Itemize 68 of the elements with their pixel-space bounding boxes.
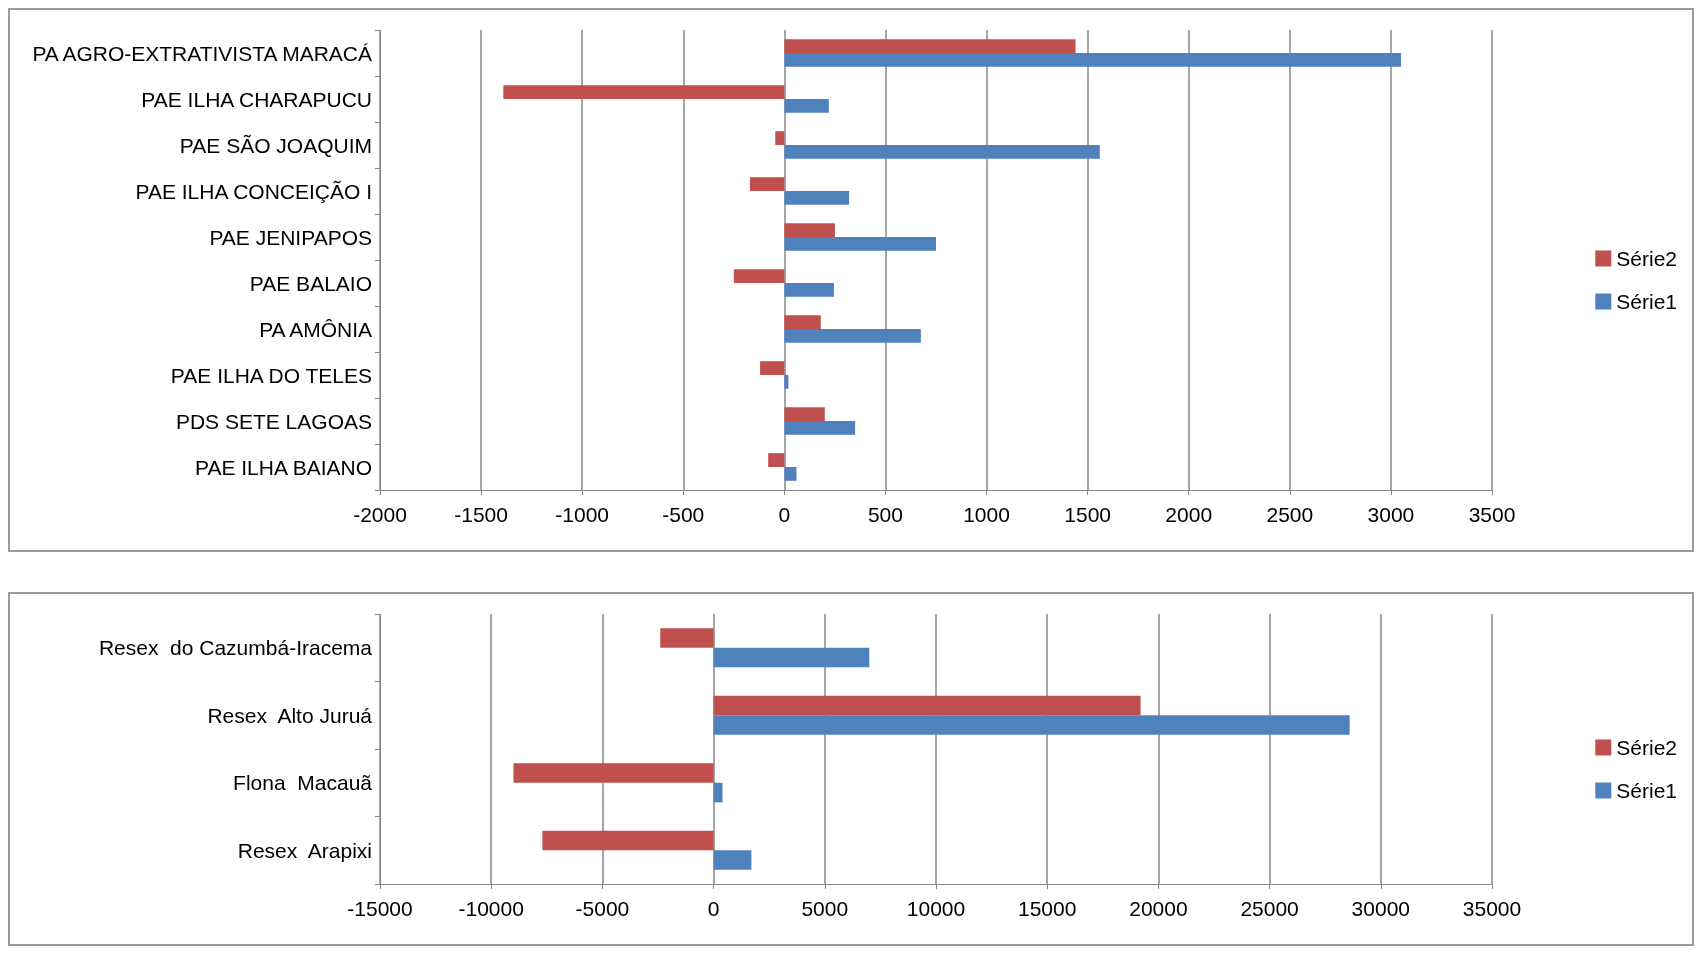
x-tick-label: -10000 — [458, 897, 524, 920]
y-tick-label: PAE BALAIO — [249, 271, 372, 295]
x-tick-label: 3500 — [1468, 503, 1516, 526]
legend-label: Série2 — [1616, 247, 1677, 270]
x-tick-label: 0 — [707, 897, 720, 920]
y-tick-label: PAE ILHA CONCEIÇÃO I — [135, 179, 372, 203]
bar — [784, 467, 797, 481]
bar — [784, 191, 850, 205]
y-tick-label: PDS SETE LAGOAS — [175, 409, 372, 433]
bar — [768, 453, 785, 467]
legend-label: Série2 — [1616, 736, 1677, 759]
y-tick-label: Resex do Cazumbá-Iracema — [98, 636, 373, 660]
bar — [784, 407, 825, 421]
y-tick-label: Resex Arapixi — [237, 838, 372, 862]
y-tick-label: PAE SÃO JOAQUIM — [179, 133, 372, 157]
y-tick-label: PAE ILHA BAIANO — [194, 455, 372, 479]
bar — [784, 39, 1076, 53]
bar — [503, 85, 785, 99]
y-tick-label: Resex Alto Juruá — [207, 703, 373, 727]
x-tick-label: 15000 — [1018, 897, 1077, 920]
x-tick-label: 1000 — [963, 503, 1010, 526]
x-tick-label: 2000 — [1165, 503, 1213, 526]
bar — [784, 315, 821, 329]
y-tick-label: Flona Macauã — [233, 771, 373, 795]
bar — [784, 53, 1402, 67]
bar — [542, 830, 714, 851]
y-tick-label: PA AGRO-EXTRATIVISTA MARACÁ — [32, 41, 372, 65]
bar — [713, 850, 752, 870]
y-tick-label: PAE ILHA DO TELES — [170, 363, 372, 387]
x-tick-label: 3000 — [1367, 503, 1415, 526]
bar — [713, 695, 1141, 716]
bar — [784, 329, 921, 343]
x-tick-label: -500 — [662, 503, 705, 526]
y-tick-label: PAE ILHA CHARAPUCU — [141, 87, 372, 111]
x-tick-label: -15000 — [347, 897, 413, 920]
legend-label: Série1 — [1616, 290, 1677, 313]
legend-label: Série1 — [1616, 779, 1677, 802]
x-tick-label: 35000 — [1462, 897, 1522, 920]
bar — [660, 628, 714, 648]
bar — [784, 375, 789, 389]
x-tick-label: 25000 — [1240, 897, 1299, 920]
bar — [784, 223, 835, 237]
x-tick-label: 500 — [867, 503, 903, 526]
x-tick-label: -1000 — [555, 503, 610, 526]
y-tick-label: PAE JENIPAPOS — [209, 225, 372, 249]
bar — [749, 177, 785, 191]
bar — [784, 99, 829, 113]
x-tick-label: 2500 — [1266, 503, 1314, 526]
bar — [784, 145, 1100, 159]
x-tick-label: 30000 — [1351, 897, 1410, 920]
y-tick-label: PA AMÔNIA — [259, 317, 372, 341]
x-tick-label: 0 — [778, 503, 791, 526]
bar — [713, 715, 1350, 735]
bar — [713, 647, 870, 668]
x-tick-label: -5000 — [575, 897, 630, 920]
x-tick-label: 10000 — [906, 897, 966, 920]
bar — [760, 361, 785, 375]
x-tick-label: 5000 — [801, 897, 849, 920]
x-tick-label: 20000 — [1129, 897, 1188, 920]
x-tick-label: 1500 — [1064, 503, 1111, 526]
x-tick-label: -1500 — [454, 503, 508, 526]
bar — [513, 763, 714, 783]
bar — [784, 283, 834, 297]
bar — [784, 237, 936, 251]
bar — [784, 421, 856, 435]
bar — [775, 131, 785, 145]
bar — [733, 269, 785, 283]
x-tick-label: -2000 — [353, 503, 407, 526]
